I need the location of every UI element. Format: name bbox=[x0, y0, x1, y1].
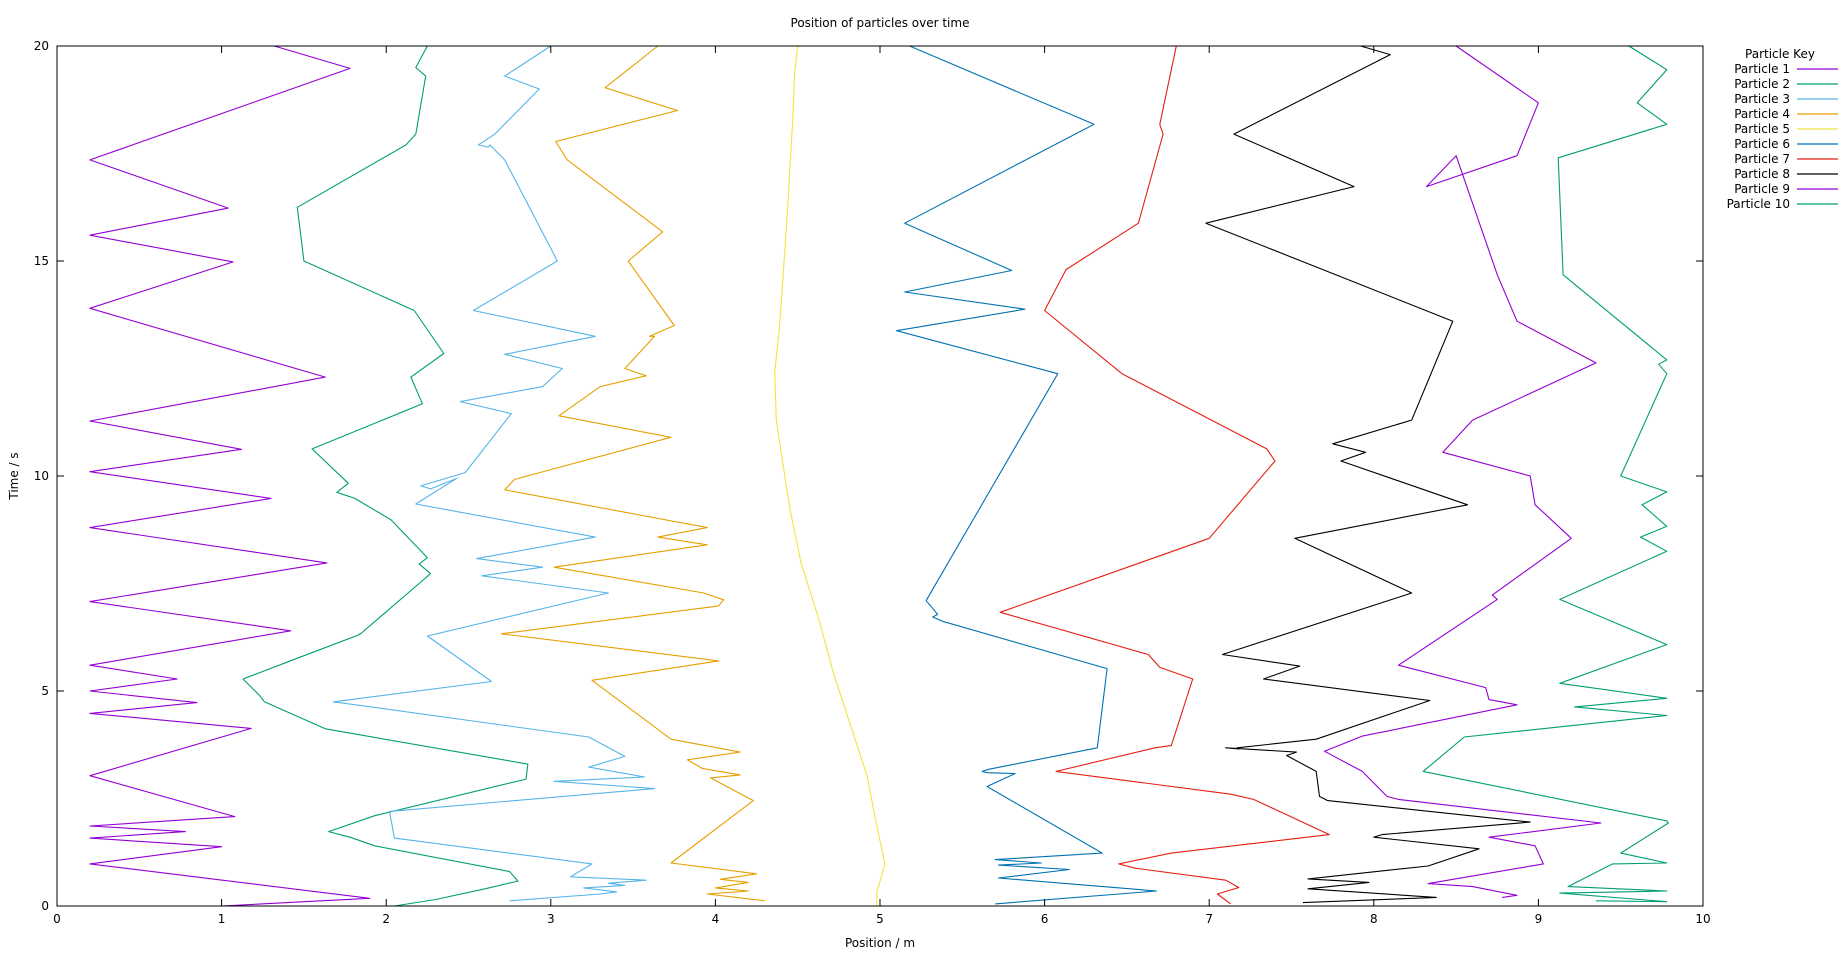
series-line-particle-6 bbox=[895, 45, 1158, 905]
y-tick-label: 0 bbox=[41, 899, 49, 913]
legend-label-particle-8: Particle 8 bbox=[1734, 167, 1790, 181]
x-axis-label: Position / m bbox=[845, 936, 915, 950]
x-tick-label: 7 bbox=[1205, 912, 1213, 926]
legend-label-particle-4: Particle 4 bbox=[1734, 107, 1790, 121]
plot-area bbox=[89, 45, 1669, 907]
legend-title: Particle Key bbox=[1745, 47, 1815, 61]
series-line-particle-7 bbox=[999, 45, 1330, 905]
chart-title: Position of particles over time bbox=[791, 16, 970, 30]
legend-label-particle-2: Particle 2 bbox=[1734, 77, 1790, 91]
x-tick-label: 3 bbox=[547, 912, 555, 926]
x-tick-label: 9 bbox=[1535, 912, 1543, 926]
legend-label-particle-1: Particle 1 bbox=[1734, 62, 1790, 76]
x-tick-label: 2 bbox=[382, 912, 390, 926]
x-axis: 0 1 2 3 4 5 6 7 8 9 10 bbox=[53, 46, 1711, 926]
series-line-particle-10 bbox=[1422, 45, 1669, 903]
series-line-particle-9 bbox=[1323, 45, 1602, 898]
legend-label-particle-5: Particle 5 bbox=[1734, 122, 1790, 136]
x-tick-label: 6 bbox=[1041, 912, 1049, 926]
x-tick-label: 5 bbox=[876, 912, 884, 926]
series-line-particle-1 bbox=[89, 45, 371, 907]
legend-label-particle-7: Particle 7 bbox=[1734, 152, 1790, 166]
legend-label-particle-9: Particle 9 bbox=[1734, 182, 1790, 196]
y-tick-label: 20 bbox=[34, 39, 49, 53]
series-line-particle-3 bbox=[332, 45, 656, 902]
y-axis: 0 5 10 15 20 bbox=[34, 39, 1703, 913]
x-tick-label: 1 bbox=[218, 912, 226, 926]
y-tick-label: 15 bbox=[34, 254, 49, 268]
x-tick-label: 8 bbox=[1370, 912, 1378, 926]
legend-label-particle-3: Particle 3 bbox=[1734, 92, 1790, 106]
series-line-particle-4 bbox=[500, 45, 765, 902]
y-tick-label: 10 bbox=[34, 469, 49, 483]
series-line-particle-8 bbox=[1205, 45, 1531, 904]
x-tick-label: 0 bbox=[53, 912, 61, 926]
x-tick-label: 10 bbox=[1695, 912, 1710, 926]
series-line-particle-5 bbox=[774, 45, 886, 906]
legend-label-particle-10: Particle 10 bbox=[1727, 197, 1790, 211]
x-tick-label: 4 bbox=[712, 912, 720, 926]
plot-frame bbox=[56, 45, 1704, 907]
y-axis-label: Time / s bbox=[7, 452, 21, 500]
legend-label-particle-6: Particle 6 bbox=[1734, 137, 1790, 151]
y-tick-label: 5 bbox=[41, 684, 49, 698]
series-line-particle-2 bbox=[242, 45, 529, 907]
